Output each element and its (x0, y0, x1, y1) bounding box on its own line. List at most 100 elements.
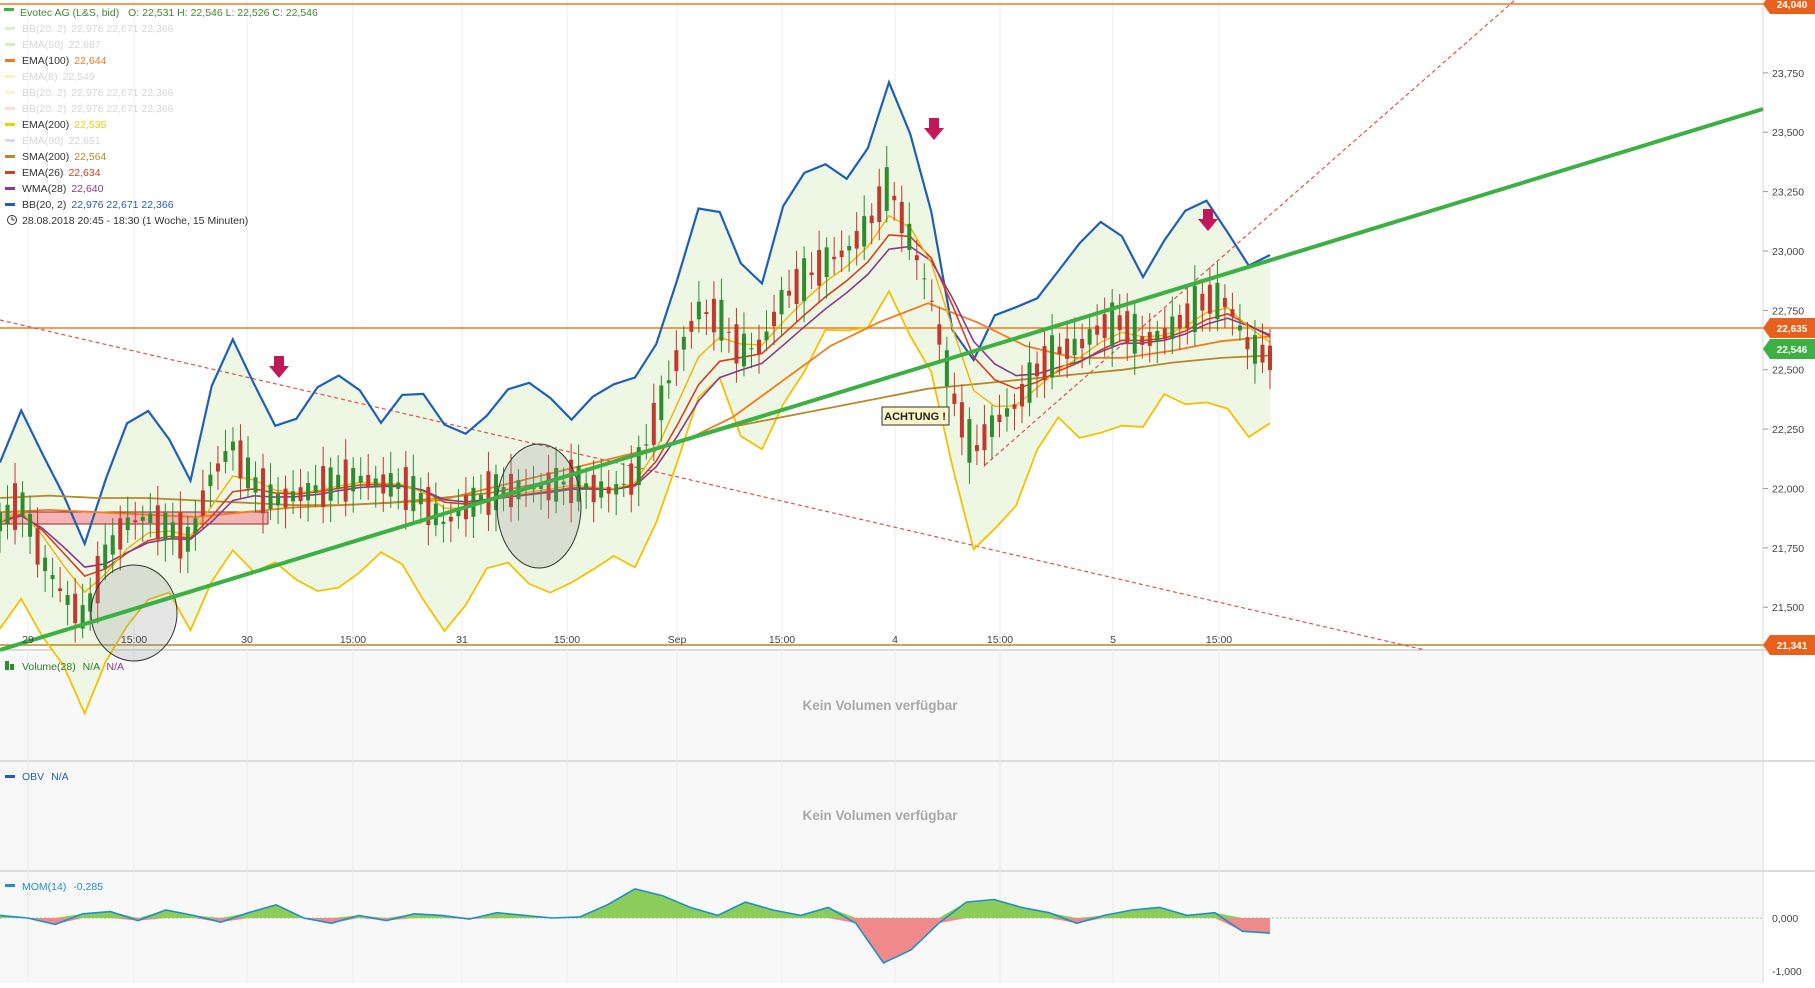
svg-text:OBV N/A: OBV N/A (22, 771, 69, 783)
candle (208, 461, 213, 508)
candle (388, 451, 393, 508)
candle (133, 501, 138, 540)
x-tick-label: Sep (668, 634, 687, 646)
svg-text:SMA(200)22,564: SMA(200) 22,564 (22, 151, 107, 163)
price-axis: 23,750 23,500 23,250 23,000 22,750 22,500 22,2… (1763, 68, 1804, 614)
candle (561, 467, 566, 506)
legend-item: EMA(100) 22,644 (5, 55, 107, 67)
ema8-line (0, 214, 1271, 594)
candle (381, 456, 386, 512)
green-uptrend-line (0, 107, 1764, 652)
candle (854, 212, 859, 266)
bollinger-band-fill (0, 82, 1270, 714)
candle (1117, 294, 1122, 343)
candle (1095, 304, 1100, 346)
ema26-line (0, 234, 1271, 578)
candle (539, 472, 544, 510)
candle (659, 375, 664, 442)
candle (238, 424, 243, 498)
candle (223, 429, 228, 474)
candle (245, 436, 250, 499)
candle (606, 469, 611, 513)
candle (163, 503, 168, 562)
dashed-downtrend-line (0, 319, 1426, 651)
candle (366, 454, 371, 500)
candle (666, 360, 671, 399)
candle (43, 544, 48, 592)
candle (418, 477, 423, 524)
candle (569, 443, 574, 523)
down-arrow-3 (1198, 209, 1218, 231)
candle (351, 457, 356, 513)
down-arrow-2 (924, 118, 944, 140)
candle (1035, 351, 1040, 398)
x-tick-label: 15:00 (554, 634, 580, 646)
candle (1087, 314, 1092, 365)
candle (276, 476, 281, 524)
candle (501, 467, 506, 512)
candle (155, 485, 160, 556)
x-tick-label: 15:00 (987, 634, 1013, 646)
ohlc-values: O: 22,531 H: 22,546 L: 22,526 C: 22,546 (128, 7, 318, 19)
candle (13, 462, 18, 545)
candle (584, 467, 589, 509)
x-tick-label: 30 (241, 634, 253, 646)
svg-text:MOM(14) -0,285: MOM(14) -0,285 (22, 881, 103, 893)
svg-text:EMA(90)22,651: EMA(90) 22,651 (22, 135, 101, 147)
candle (1268, 328, 1272, 390)
y-tick-label: 23,500 (1772, 127, 1804, 139)
legend-item: EMA(50) 22,687 (5, 39, 101, 51)
candle (283, 475, 288, 529)
candle (614, 470, 619, 516)
candle (959, 384, 964, 456)
candle (170, 502, 175, 556)
candle (125, 496, 130, 543)
svg-text:EMA(8)22,549: EMA(8) 22,549 (22, 71, 95, 83)
x-tick-label: 15:00 (769, 634, 795, 646)
candle (471, 476, 476, 538)
time-axis: 29 15:00 30 15:00 31 15:00 Sep 15:00 4 15:00 5 15:0… (22, 634, 1232, 646)
candle (749, 332, 754, 369)
candle (261, 453, 266, 534)
candle (779, 276, 784, 336)
candle (1170, 296, 1175, 355)
candle (1065, 322, 1070, 378)
candle (306, 471, 311, 522)
highlight-ellipse-2 (496, 443, 582, 569)
candle (621, 462, 626, 498)
annotation-box (881, 406, 950, 426)
candle (358, 457, 363, 500)
candle (230, 427, 235, 471)
svg-text:BB(20, 2)22,976 22,671 22,: BB(20, 2) 22,976 22,671 22,366 (22, 199, 174, 211)
candle (426, 472, 431, 546)
candle (772, 294, 777, 346)
candle (1027, 341, 1032, 417)
candle (1260, 323, 1265, 373)
candle (907, 202, 912, 260)
bollinger-lower-line (0, 289, 1271, 716)
candle (862, 195, 867, 260)
candle (636, 435, 641, 507)
candle (215, 446, 220, 490)
y-tick-label: 23,000 (1772, 246, 1804, 258)
y-tick-label: 21,500 (1772, 602, 1804, 614)
svg-text:22,635: 22,635 (1777, 324, 1808, 335)
candle (1192, 265, 1197, 346)
candle (5, 485, 10, 540)
candle (95, 541, 100, 624)
candle (711, 281, 716, 351)
candle (118, 505, 123, 571)
candle (802, 246, 807, 323)
y-tick-label: 21,750 (1772, 543, 1804, 555)
candle (1110, 288, 1115, 367)
chart-header: Evotec AG (L&S, bid) O: 22,531 H: 22,546… (4, 7, 318, 19)
mom-tick-0: 0,000 (1772, 913, 1798, 925)
candle (809, 251, 814, 290)
momentum-chart (0, 888, 1271, 965)
x-tick-label: 15:00 (340, 634, 366, 646)
legend-item: BB(20, 2) 22,976 22,671 22,366 (5, 103, 174, 115)
candle (741, 312, 746, 377)
candle (298, 468, 303, 519)
